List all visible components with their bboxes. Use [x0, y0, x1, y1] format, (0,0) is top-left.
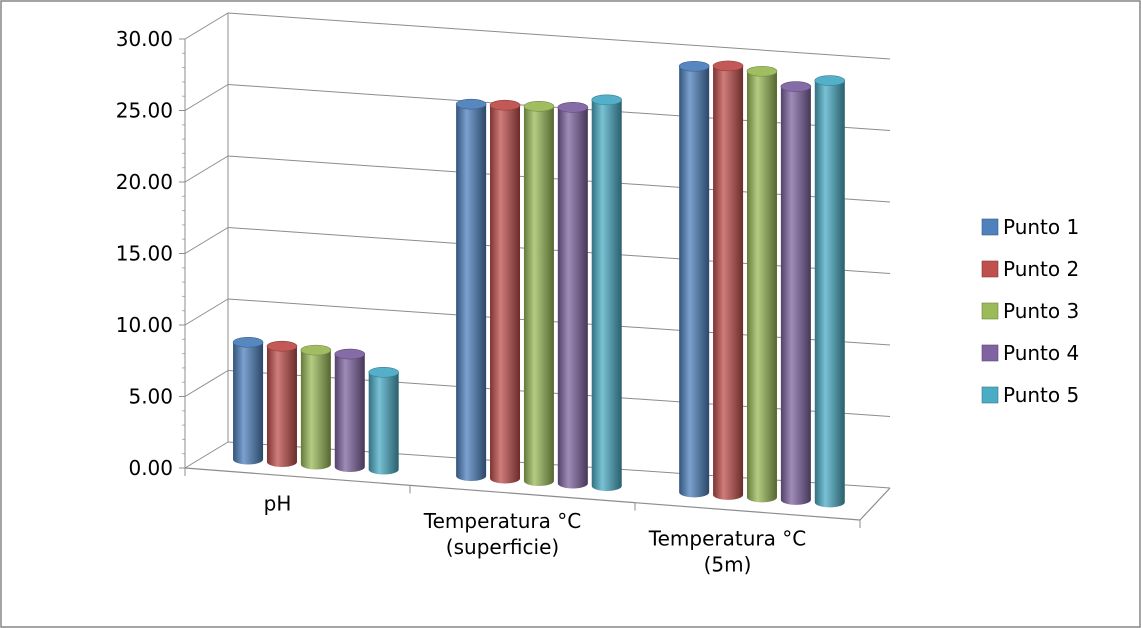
- bar-body: [557, 107, 588, 489]
- axes: [179, 13, 891, 528]
- bar-top: [232, 336, 264, 348]
- bar-body: [679, 66, 710, 498]
- bar-body: [780, 86, 811, 505]
- bar: [489, 99, 521, 484]
- bar-body: [523, 106, 554, 486]
- bar: [523, 100, 555, 486]
- bar-top: [712, 60, 744, 72]
- bar: [712, 60, 744, 500]
- bar: [814, 75, 846, 508]
- legend-label: Punto 3: [1003, 299, 1079, 323]
- legend-label: Punto 4: [1003, 341, 1079, 365]
- category-label: Temperatura °C (superficie): [423, 509, 581, 559]
- bar: [780, 81, 812, 505]
- legend-label: Punto 2: [1003, 257, 1079, 281]
- y-tick-label: 30.00: [116, 27, 173, 51]
- bar: [455, 98, 487, 481]
- bar-top: [334, 348, 366, 360]
- legend-swatch: [981, 386, 999, 404]
- bar-body: [456, 104, 487, 481]
- bar: [266, 340, 298, 468]
- y-tick-label: 20.00: [116, 170, 173, 194]
- bar: [232, 336, 264, 465]
- bar: [746, 65, 778, 503]
- bar-top: [455, 98, 487, 110]
- legend-swatch: [981, 218, 999, 236]
- bar: [678, 60, 710, 498]
- bar-body: [490, 105, 521, 484]
- y-tick-label: 5.00: [128, 385, 173, 409]
- legend-swatch: [981, 302, 999, 320]
- side-gridline: [184, 12, 229, 40]
- bar-body: [368, 372, 399, 475]
- legend-label: Punto 1: [1003, 215, 1079, 239]
- y-tick-label: 25.00: [116, 99, 173, 123]
- bar: [334, 348, 366, 473]
- bar-top: [266, 340, 298, 352]
- side-gridline: [184, 84, 229, 111]
- bar-top: [300, 344, 332, 356]
- bar-top: [489, 99, 521, 111]
- bar-top: [678, 60, 710, 72]
- bar-body: [814, 80, 845, 508]
- bar-body: [591, 99, 622, 491]
- bars: [232, 60, 846, 508]
- legend: Punto 1 Punto 2 Punto 3 Punto 4 Punto 5: [981, 215, 1079, 407]
- bar-top: [523, 100, 555, 112]
- x-axis: [184, 467, 861, 521]
- bar-body: [266, 346, 297, 468]
- legend-label: Punto 5: [1003, 383, 1079, 407]
- floor-right-edge: [859, 487, 891, 521]
- bar: [368, 366, 399, 475]
- bar-top: [780, 81, 812, 92]
- bar-body: [713, 65, 744, 500]
- labels: 0.00 5.00 10.00 15.00 20.00 25.00 30.00 pH Tempe…: [116, 27, 806, 576]
- y-tick-label: 0.00: [128, 456, 173, 480]
- bar-top: [591, 94, 623, 106]
- bar: [300, 344, 332, 470]
- bar-body: [746, 71, 777, 503]
- bar-body: [334, 354, 365, 473]
- bar-top: [746, 65, 778, 77]
- side-gridline: [184, 441, 229, 469]
- category-label: Temperatura °C (5m): [648, 526, 806, 576]
- category-label: pH: [264, 492, 292, 516]
- bar-top: [368, 366, 399, 378]
- bar-body: [300, 350, 331, 470]
- legend-swatch: [981, 344, 999, 362]
- y-tick-label: 15.00: [116, 242, 173, 266]
- bar-body: [233, 342, 264, 465]
- bar: [557, 102, 589, 489]
- side-gridline: [184, 298, 229, 326]
- side-gridline: [184, 155, 229, 183]
- side-gridline: [184, 227, 229, 254]
- gridline: [227, 12, 891, 60]
- side-gridline: [184, 370, 229, 397]
- bar: [591, 94, 623, 491]
- bar-top: [814, 75, 846, 86]
- bar-top: [557, 102, 589, 113]
- y-tick-label: 10.00: [116, 313, 173, 337]
- legend-swatch: [981, 260, 999, 278]
